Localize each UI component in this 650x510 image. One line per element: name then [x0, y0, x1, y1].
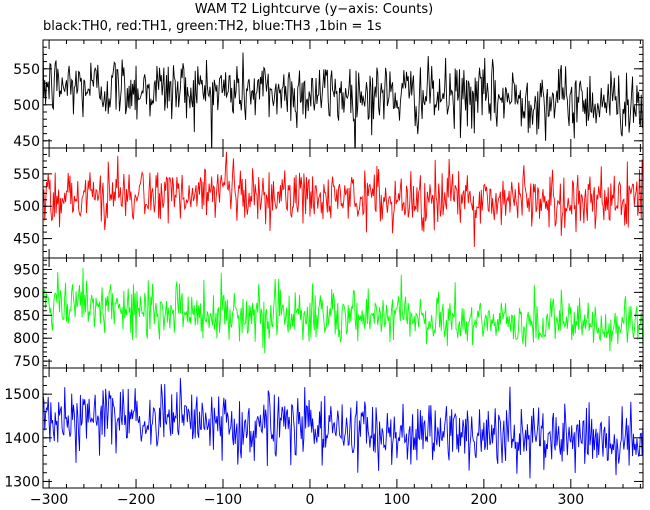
- panel-th2: 750 800 850 900 950: [13, 257, 644, 370]
- y-tick-label: 450: [13, 134, 40, 150]
- y-tick-label: 1300: [4, 474, 40, 490]
- panel-th0: 450 500 550: [13, 39, 644, 150]
- x-tick-label: 200: [471, 492, 498, 505]
- y-tick-label: 750: [13, 354, 40, 370]
- y-tick-label: 500: [13, 98, 40, 114]
- series-line-th3: [43, 378, 643, 479]
- chart-title: WAM T2 Lightcurve (y−axis: Counts): [195, 2, 433, 17]
- x-tick-label: −200: [117, 492, 155, 505]
- panel-th1: 450 500 550: [13, 147, 644, 259]
- panel-frame: [42, 147, 644, 259]
- panels: 450 500 550 450 500 550 750 800 850 900 950 1300 140…: [4, 39, 644, 490]
- y-tick-label: 500: [13, 199, 40, 215]
- y-tick-label: 1500: [4, 387, 40, 403]
- x-tick-label: 100: [384, 492, 411, 505]
- chart-subtitle: black:TH0, red:TH1, green:TH2, blue:TH3 …: [43, 19, 382, 34]
- x-tick-label: 0: [305, 492, 314, 505]
- y-tick-label: 550: [13, 167, 40, 183]
- panel-frame: [42, 367, 644, 489]
- x-tick-label: −300: [30, 492, 68, 505]
- series-line-th2: [43, 268, 643, 354]
- y-tick-label: 1400: [4, 431, 40, 447]
- panel-th3: 1300 1400 1500: [4, 367, 644, 490]
- y-tick-label: 550: [13, 62, 40, 78]
- y-tick-label: 450: [13, 232, 40, 248]
- x-axis: −300 −200 −100 0 100 200 300: [30, 492, 584, 508]
- y-tick-label: 800: [13, 331, 40, 347]
- series-line-th0: [43, 40, 643, 148]
- series-line-th1: [43, 151, 643, 247]
- x-tick-label: 300: [557, 492, 584, 505]
- x-tick-label: −100: [204, 492, 242, 505]
- y-tick-label: 850: [13, 308, 40, 324]
- y-tick-label: 900: [13, 285, 40, 301]
- y-tick-label: 950: [13, 262, 40, 278]
